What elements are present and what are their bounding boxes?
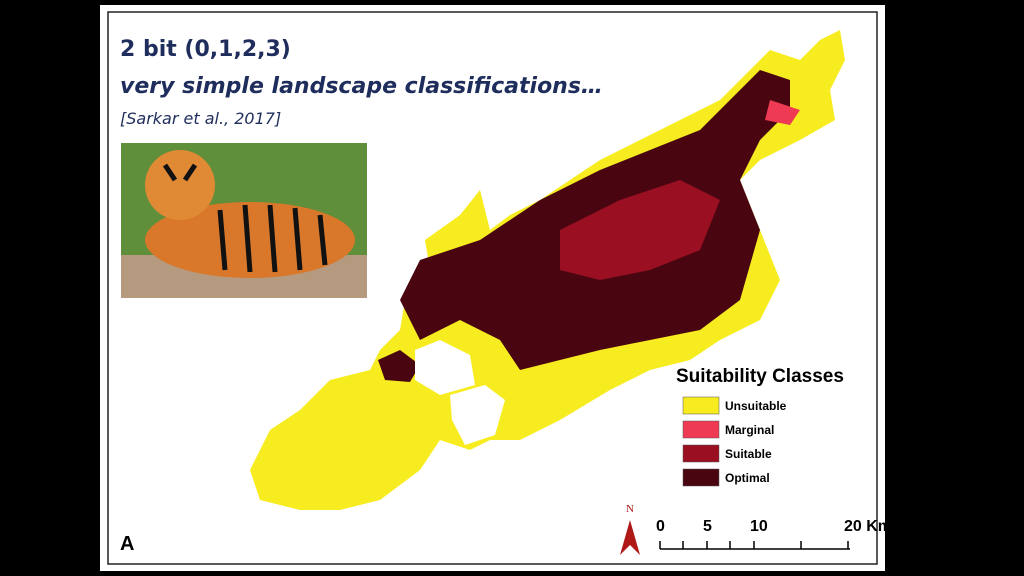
scale-label: 10 (750, 518, 768, 535)
slide-title: 2 bit (0,1,2,3) (120, 37, 291, 62)
lake (450, 385, 505, 445)
region-marginal (765, 100, 800, 125)
lake (415, 340, 475, 395)
legend-swatch (682, 468, 720, 487)
tiger-head (145, 150, 215, 220)
slide-subtitle: very simple landscape classifications… (120, 74, 603, 99)
legend-swatch (682, 420, 720, 439)
legend-label: Marginal (725, 423, 774, 437)
legend-label: Optimal (725, 471, 770, 485)
legend: Unsuitable Marginal Suitable Optimal (682, 396, 787, 487)
scale-label: 20 Km (844, 518, 892, 535)
map-frame (107, 11, 878, 565)
legend-swatch (682, 444, 720, 463)
scale-bar: 0 5 10 20 Km (656, 518, 892, 550)
legend-swatch (682, 396, 720, 415)
north-arrow (620, 520, 640, 555)
legend-title: Suitability Classes (676, 366, 844, 387)
legend-label: Suitable (725, 447, 772, 461)
tiger-stripes (162, 163, 328, 273)
scale-label: 0 (656, 518, 665, 535)
legend-label: Unsuitable (725, 399, 787, 413)
tiger-photo (121, 143, 367, 298)
citation: [Sarkar et al., 2017] (120, 109, 281, 128)
panel-label: A (120, 533, 134, 555)
region-optimal-small (378, 350, 420, 382)
scale-label: 5 (703, 518, 712, 535)
region-suitable (560, 180, 720, 280)
north-label: N (626, 503, 634, 515)
map (250, 30, 845, 510)
